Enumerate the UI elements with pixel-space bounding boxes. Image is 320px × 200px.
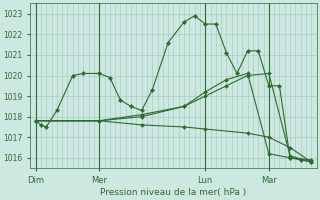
X-axis label: Pression niveau de la mer( hPa ): Pression niveau de la mer( hPa ) xyxy=(100,188,247,197)
